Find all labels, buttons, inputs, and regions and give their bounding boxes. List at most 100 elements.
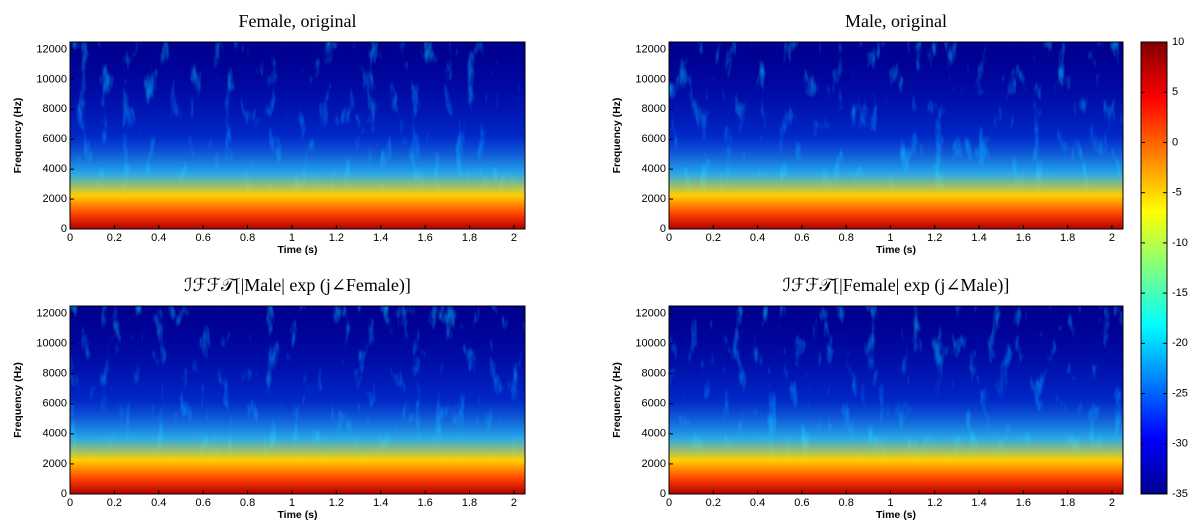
x-tick-label: 0.2 — [107, 497, 122, 509]
x-tick-label: 0.6 — [196, 232, 211, 244]
x-tick-label: 1.2 — [927, 497, 942, 509]
panel-title: Female, original — [239, 11, 357, 31]
y-tick-label: 12000 — [635, 307, 666, 319]
y-axis-label: Frequency (Hz) — [12, 98, 24, 174]
x-tick-label: 0.8 — [240, 497, 255, 509]
y-tick-label: 4000 — [642, 163, 666, 175]
x-tick-label: 0 — [666, 497, 672, 509]
plot-frame — [69, 41, 526, 230]
colorbar-tick-label: -30 — [1172, 438, 1188, 450]
x-axis-label: Time (s) — [277, 244, 317, 256]
x-tick-label: 1.4 — [373, 497, 388, 509]
x-tick-label: 0.8 — [240, 232, 255, 244]
plot-frame — [668, 41, 1124, 230]
y-tick-label: 8000 — [43, 368, 67, 380]
plot-frame — [69, 305, 526, 495]
x-tick-label: 2 — [1109, 232, 1115, 244]
y-tick-label: 12000 — [36, 307, 67, 319]
x-axis-label: Time (s) — [277, 509, 317, 521]
y-tick-label: 0 — [660, 223, 666, 235]
y-axis-label: Frequency (Hz) — [611, 98, 623, 174]
colorbar-tick-label: 10 — [1172, 36, 1184, 48]
x-tick-label: 0.4 — [750, 232, 765, 244]
x-tick-label: 2 — [511, 232, 517, 244]
colorbar-tick-label: 5 — [1172, 86, 1178, 98]
y-tick-label: 6000 — [43, 398, 67, 410]
colorbar-tick-label: -20 — [1172, 337, 1188, 349]
x-tick-label: 1.6 — [417, 497, 432, 509]
colorbar-tick-label: -35 — [1172, 488, 1188, 500]
x-tick-label: 1.8 — [462, 232, 477, 244]
y-tick-label: 4000 — [642, 428, 666, 440]
spectrogram-low-band — [669, 42, 1123, 229]
panel-title: ℐℱℱ𝒯[|Male| exp (j∠Female)] — [184, 275, 411, 296]
y-tick-label: 6000 — [642, 398, 666, 410]
colorbar-tick-label: -5 — [1172, 187, 1182, 199]
colorbar — [1140, 41, 1168, 495]
x-tick-label: 0.6 — [794, 232, 809, 244]
y-tick-label: 8000 — [43, 103, 67, 115]
x-tick-label: 1.2 — [927, 232, 942, 244]
y-tick-label: 6000 — [43, 133, 67, 145]
y-tick-label: 4000 — [43, 428, 67, 440]
y-tick-label: 2000 — [43, 458, 67, 470]
x-tick-label: 1.6 — [417, 232, 432, 244]
x-tick-label: 0.4 — [151, 232, 166, 244]
x-tick-label: 1.4 — [971, 232, 986, 244]
x-tick-label: 1.8 — [1060, 497, 1075, 509]
x-tick-label: 1.6 — [1016, 232, 1031, 244]
y-tick-label: 2000 — [43, 193, 67, 205]
x-tick-label: 1.6 — [1016, 497, 1031, 509]
x-tick-label: 1 — [887, 232, 893, 244]
x-tick-label: 0.2 — [706, 497, 721, 509]
y-tick-label: 12000 — [36, 43, 67, 55]
x-tick-label: 0.8 — [839, 497, 854, 509]
y-axis-label: Frequency (Hz) — [611, 362, 623, 438]
y-tick-label: 10000 — [635, 73, 666, 85]
colorbar-tick-label: -15 — [1172, 287, 1188, 299]
x-axis-label: Time (s) — [876, 244, 916, 256]
x-tick-label: 1 — [289, 232, 295, 244]
x-tick-label: 0 — [67, 497, 73, 509]
y-tick-label: 12000 — [635, 43, 666, 55]
x-tick-label: 0.2 — [706, 232, 721, 244]
x-tick-label: 1.2 — [329, 497, 344, 509]
colorbar-tick-label: -25 — [1172, 387, 1188, 399]
y-axis-label: Frequency (Hz) — [12, 362, 24, 438]
y-tick-label: 0 — [61, 223, 67, 235]
x-tick-label: 2 — [511, 497, 517, 509]
x-tick-label: 1 — [289, 497, 295, 509]
y-tick-label: 8000 — [642, 103, 666, 115]
x-tick-label: 1 — [887, 497, 893, 509]
x-tick-label: 1.8 — [1060, 232, 1075, 244]
x-tick-label: 0.2 — [107, 232, 122, 244]
y-tick-label: 4000 — [43, 163, 67, 175]
x-tick-label: 0.6 — [196, 497, 211, 509]
x-tick-label: 0.8 — [839, 232, 854, 244]
x-tick-label: 1.8 — [462, 497, 477, 509]
x-tick-label: 1.4 — [971, 497, 986, 509]
y-tick-label: 2000 — [642, 193, 666, 205]
colorbar-tick-label: -10 — [1172, 237, 1188, 249]
panel-title: Male, original — [845, 11, 947, 31]
y-tick-label: 10000 — [36, 73, 67, 85]
x-tick-label: 0.4 — [750, 497, 765, 509]
spectrogram-low-band — [70, 306, 525, 494]
y-tick-label: 2000 — [642, 458, 666, 470]
x-tick-label: 1.2 — [329, 232, 344, 244]
y-tick-label: 8000 — [642, 368, 666, 380]
panel-title: ℐℱℱ𝒯[|Female| exp (j∠Male)] — [783, 275, 1010, 296]
y-tick-label: 6000 — [642, 133, 666, 145]
colorbar-tick-label: 0 — [1172, 136, 1178, 148]
x-tick-label: 0.6 — [794, 497, 809, 509]
x-axis-label: Time (s) — [876, 509, 916, 521]
spectrogram-low-band — [70, 42, 525, 229]
x-tick-label: 1.4 — [373, 232, 388, 244]
x-tick-label: 0.4 — [151, 497, 166, 509]
x-tick-label: 0 — [67, 232, 73, 244]
x-tick-label: 0 — [666, 232, 672, 244]
y-tick-label: 10000 — [635, 338, 666, 350]
y-tick-label: 10000 — [36, 338, 67, 350]
plot-frame — [668, 305, 1124, 495]
